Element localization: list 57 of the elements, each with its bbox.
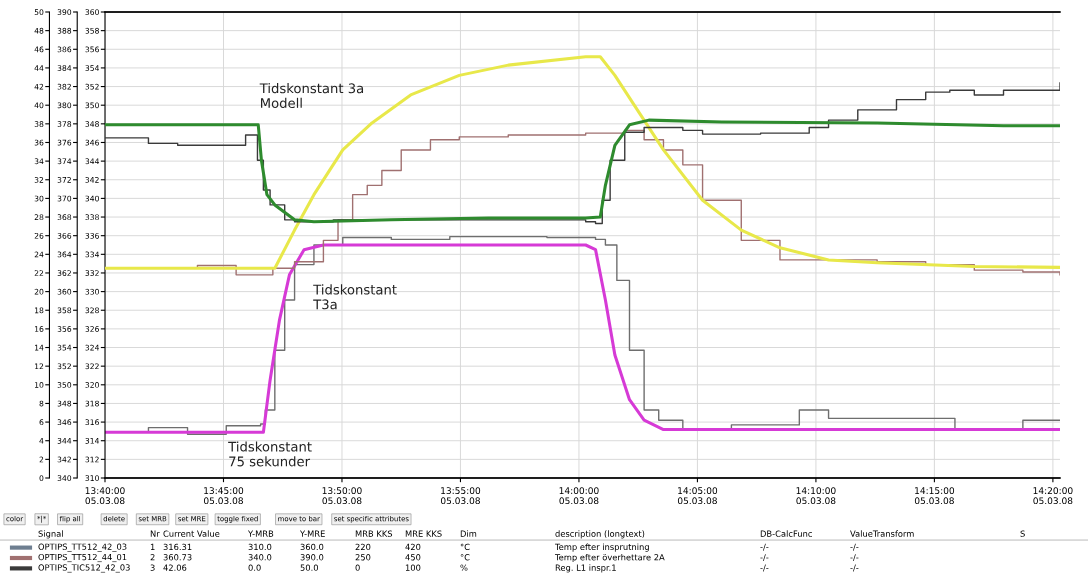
category-label: OPTIPS_TIC512_42_03 xyxy=(38,564,130,573)
category-label: MRE KKS xyxy=(405,530,442,537)
text: -/- xyxy=(850,543,859,551)
text: 50.0 xyxy=(300,564,318,571)
text: 3 xyxy=(150,564,155,571)
category-label: OPTIPS_TT512_42_03 xyxy=(38,543,127,552)
category-label: Nr xyxy=(150,530,160,537)
category-label: Signal xyxy=(38,530,63,539)
text: 220 xyxy=(355,543,371,551)
text: -/- xyxy=(760,543,769,551)
text: 42.06 xyxy=(163,564,187,571)
text: 340.0 xyxy=(248,554,272,561)
text: Reg. L1 inspr.1 xyxy=(555,564,616,573)
category-label: ValueTransform xyxy=(850,530,914,537)
category-label: MRB KKS xyxy=(355,530,393,537)
text: 100 xyxy=(405,564,421,571)
x-tick-label: 14:20:00 05.03.08 xyxy=(1033,487,1073,505)
category-label: DB-CalcFunc xyxy=(760,530,812,537)
annotation: Tidskonstant T3a xyxy=(313,284,397,310)
category-label: Current Value xyxy=(163,530,220,537)
text: % xyxy=(460,564,468,571)
category-label: Y-MRB xyxy=(247,530,274,537)
text: -/- xyxy=(850,554,859,562)
text: °C xyxy=(460,554,470,561)
text: 390.0 xyxy=(300,554,324,561)
x-tick-label: 14:15:00 05.03.08 xyxy=(914,487,955,505)
x-tick-label: 13:50:00 05.03.08 xyxy=(322,487,362,505)
text: 360.73 xyxy=(163,554,192,561)
text: °C xyxy=(460,543,470,551)
text: 0.0 xyxy=(248,564,261,571)
text: -/- xyxy=(850,564,859,572)
text: Temp efter överhettare 2A xyxy=(554,553,665,563)
text: -/- xyxy=(760,554,769,562)
text: 250 xyxy=(355,554,371,561)
text: 316.31 xyxy=(163,543,192,551)
text: 310.0 xyxy=(248,543,272,551)
x-tick-label: 13:55:00 05.03.08 xyxy=(440,487,481,505)
category-label: description (longtext) xyxy=(555,530,645,539)
text: 0 xyxy=(355,564,360,571)
text: -/- xyxy=(760,564,769,572)
annotation: Tidskonstant 3a Modell xyxy=(259,83,364,109)
x-tick-label: 14:05:00 05.03.08 xyxy=(677,487,718,505)
text: 420 xyxy=(405,543,421,551)
x-tick-label: 13:40:00 05.03.08 xyxy=(85,487,125,505)
text: 2 xyxy=(150,554,155,561)
category-label: S xyxy=(1020,530,1025,537)
x-tick-label: 13:45:00 05.03.08 xyxy=(203,487,244,505)
x-tick-label: 14:10:00 05.03.08 xyxy=(796,487,836,505)
x-tick-label: 14:00:00 05.03.08 xyxy=(559,487,599,505)
text: 360.0 xyxy=(300,543,324,551)
annotation: Tidskonstant 75 sekunder xyxy=(228,441,312,467)
text: 1 xyxy=(150,543,155,550)
category-label: Y-MRE xyxy=(299,530,325,537)
category-label: Dim xyxy=(460,530,477,537)
text: 450 xyxy=(405,554,421,561)
text: Temp efter insprutning xyxy=(554,543,649,552)
category-label: OPTIPS_TT512_44_01 xyxy=(38,553,127,563)
